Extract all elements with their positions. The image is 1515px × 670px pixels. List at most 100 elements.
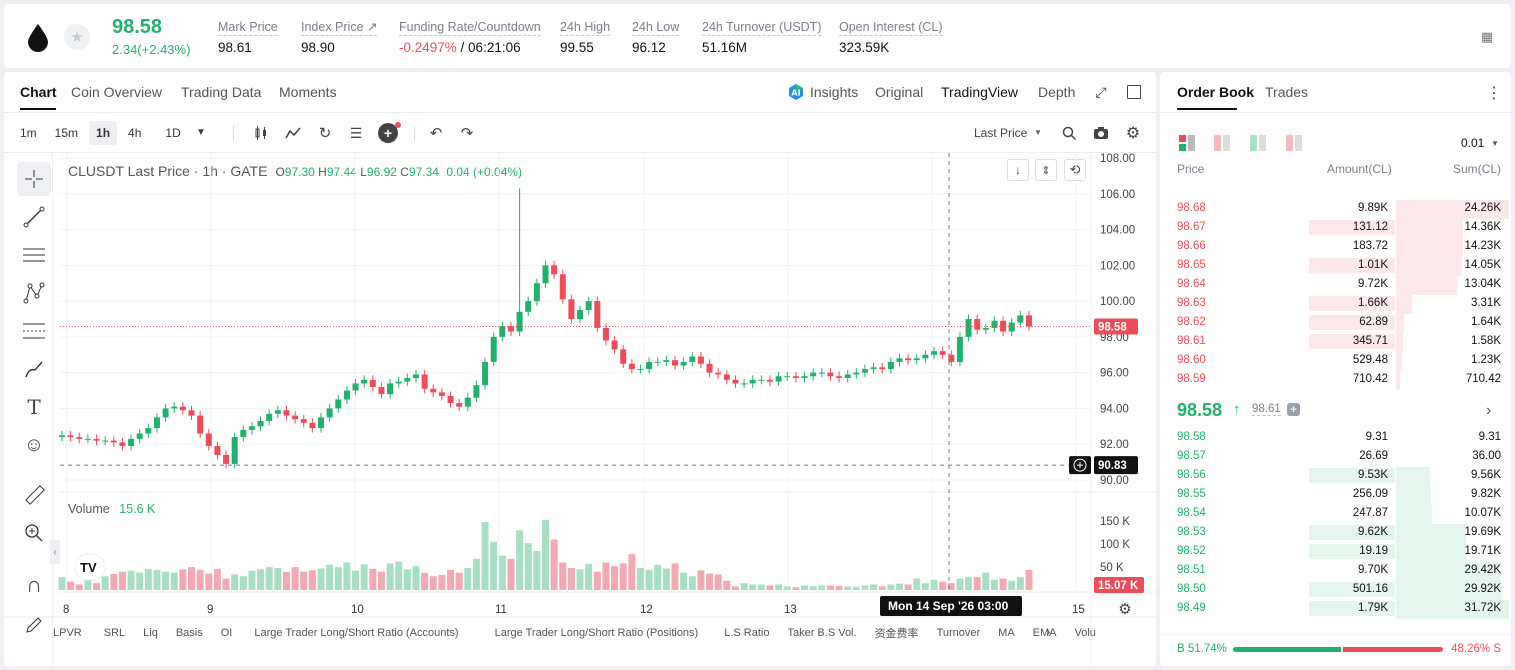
bid-row[interactable]: 98.51 9.70K 29.42K — [1160, 562, 1511, 581]
brush-icon[interactable] — [17, 352, 51, 386]
ask-row[interactable]: 98.67 131.12 14.36K — [1160, 219, 1511, 238]
indicator-8[interactable]: Taker B.S Vol. — [787, 627, 857, 639]
notes-icon[interactable]: ▦ — [1480, 29, 1494, 44]
replay-icon[interactable]: ↻ — [318, 125, 332, 142]
scroll-down-icon[interactable]: ↓ — [1007, 159, 1029, 181]
crosshair-icon[interactable] — [17, 162, 51, 196]
ask-row[interactable]: 98.65 1.01K 14.05K — [1160, 257, 1511, 276]
fibonacci-icon[interactable] — [17, 314, 51, 348]
timeframe-1m[interactable]: 1m — [20, 126, 37, 140]
tab-order-book[interactable]: Order Book — [1177, 84, 1255, 100]
maximize-window-icon[interactable] — [1127, 85, 1141, 99]
ask-row[interactable]: 98.61 345.71 1.58K — [1160, 333, 1511, 352]
chevron-right-icon[interactable]: › — [1486, 402, 1492, 419]
tab-trades[interactable]: Trades — [1265, 84, 1309, 100]
indicator-7[interactable]: L.S Ratio — [724, 627, 770, 639]
ask-row[interactable]: 98.60 529.48 1.23K — [1160, 352, 1511, 371]
bid-row[interactable]: 98.56 9.53K 9.56K — [1160, 467, 1511, 486]
indicator-9[interactable]: 资金费率 — [874, 628, 919, 640]
bid-row[interactable]: 98.52 19.19 19.71K — [1160, 543, 1511, 562]
indicator-1[interactable]: SRL — [103, 627, 126, 639]
undo-icon[interactable]: ↶ — [429, 125, 443, 142]
templates-icon[interactable]: ☰ — [349, 124, 363, 141]
candle-body — [283, 410, 290, 416]
settings-gear-icon[interactable]: ⚙ — [1125, 125, 1141, 142]
candle-body — [870, 367, 877, 370]
view-insights[interactable]: Insights — [810, 84, 859, 100]
redo-icon[interactable]: ↷ — [460, 125, 474, 142]
bid-row[interactable]: 98.53 9.62K 19.69K — [1160, 524, 1511, 543]
zoom-in-icon[interactable] — [17, 516, 51, 550]
view-mixed-icon[interactable] — [1286, 135, 1302, 154]
ask-row[interactable]: 98.64 9.72K 13.04K — [1160, 276, 1511, 295]
indicator-6[interactable]: Large Trader Long/Short Ratio (Positions… — [494, 627, 699, 639]
more-options-icon[interactable]: ⋮ — [1486, 85, 1502, 102]
refresh-icon[interactable]: ⟲ — [1064, 159, 1086, 181]
amount-depth-bar — [1308, 334, 1395, 349]
timeframe-1D[interactable]: 1D — [165, 126, 181, 140]
favorite-star-icon[interactable]: ★ — [64, 24, 90, 50]
add-indicator-icon[interactable]: + — [378, 123, 398, 143]
indicator-12[interactable]: EMA — [1032, 627, 1057, 639]
horizontal-lines-icon[interactable] — [17, 238, 51, 272]
ask-row[interactable]: 98.68 9.89K 24.26K — [1160, 200, 1511, 219]
timeframe-1h[interactable]: 1h — [89, 121, 118, 145]
price-type-select[interactable]: Last Price — [974, 126, 1028, 140]
search-icon[interactable] — [1060, 124, 1078, 142]
pattern-tool-icon[interactable] — [17, 276, 51, 310]
text-tool-icon[interactable]: T — [27, 395, 41, 419]
indicator-3[interactable]: Basis — [175, 627, 203, 639]
scroll-right-icon[interactable]: › — [1046, 624, 1051, 639]
ruler-icon[interactable] — [17, 478, 51, 512]
collapse-toolbar-icon[interactable]: ‹ — [50, 540, 60, 564]
timeframe-4h[interactable]: 4h — [128, 126, 142, 140]
bid-row[interactable]: 98.50 501.16 29.92K — [1160, 581, 1511, 600]
bid-row[interactable]: 98.49 1.79K 31.72K — [1160, 600, 1511, 619]
tab-coin-overview[interactable]: Coin Overview — [71, 84, 163, 100]
ask-row[interactable]: 98.62 62.89 1.64K — [1160, 314, 1511, 333]
timeframe-dropdown-icon[interactable]: ▼ — [196, 127, 206, 138]
bid-row[interactable]: 98.57 26.69 36.00 — [1160, 448, 1511, 467]
camera-icon[interactable] — [1092, 124, 1110, 142]
sum-depth-bar — [1396, 581, 1503, 600]
indicator-4[interactable]: OI — [220, 627, 233, 639]
mark-price-info-icon[interactable]: + — [1287, 403, 1300, 416]
ask-row[interactable]: 98.63 1.66K 3.31K — [1160, 295, 1511, 314]
price-chart[interactable]: 108.00 106.00 104.00 102.00 100.00 98.00 96.00… — [4, 72, 1156, 666]
indicator-10[interactable]: Turnover — [936, 627, 981, 639]
bid-row[interactable]: 98.58 9.31 9.31 — [1160, 429, 1511, 448]
view-asks-icon[interactable] — [1214, 135, 1230, 154]
ask-row[interactable]: 98.59 710.42 710.42 — [1160, 371, 1511, 390]
ask-row[interactable]: 98.66 183.72 14.23K — [1160, 238, 1511, 257]
view-original[interactable]: Original — [875, 84, 924, 100]
emoji-icon[interactable]: ☺ — [23, 433, 45, 456]
tab-moments[interactable]: Moments — [279, 84, 337, 100]
indicator-0[interactable]: LPVR — [53, 627, 82, 639]
view-depth[interactable]: Depth — [1038, 84, 1076, 100]
bid-row[interactable]: 98.55 256.09 9.82K — [1160, 486, 1511, 505]
candle-body — [274, 410, 281, 414]
indicator-13[interactable]: Volu — [1074, 627, 1096, 639]
tab-chart[interactable]: Chart — [20, 84, 57, 100]
chevron-down-icon[interactable]: ▼ — [1491, 139, 1499, 148]
expand-icon[interactable]: ⤢ — [1095, 83, 1107, 100]
view-tradingview[interactable]: TradingView — [941, 84, 1019, 100]
view-both-icon[interactable] — [1179, 135, 1195, 154]
indicator-5[interactable]: Large Trader Long/Short Ratio (Accounts) — [254, 627, 459, 639]
indicators-icon[interactable] — [284, 124, 302, 142]
tab-trading-data[interactable]: Trading Data — [181, 84, 262, 100]
chevron-down-icon[interactable]: ▼ — [1034, 128, 1042, 137]
candle-type-icon[interactable] — [252, 124, 270, 142]
view-bids-icon[interactable] — [1250, 135, 1266, 154]
indicator-11[interactable]: MA — [998, 627, 1015, 639]
trend-line-icon[interactable] — [17, 200, 51, 234]
candle-body — [784, 376, 791, 378]
magnet-icon[interactable]: ∩ — [26, 572, 42, 597]
chart-settings-icon[interactable]: ⚙ — [1118, 601, 1132, 618]
indicator-2[interactable]: Liq — [143, 627, 158, 639]
pencil-icon[interactable] — [17, 608, 51, 642]
precision-select[interactable]: 0.01 — [1461, 136, 1485, 150]
bid-row[interactable]: 98.54 247.87 10.07K — [1160, 505, 1511, 524]
timeframe-15m[interactable]: 15m — [54, 126, 79, 140]
collapse-icon[interactable]: ⇕ — [1035, 159, 1057, 181]
